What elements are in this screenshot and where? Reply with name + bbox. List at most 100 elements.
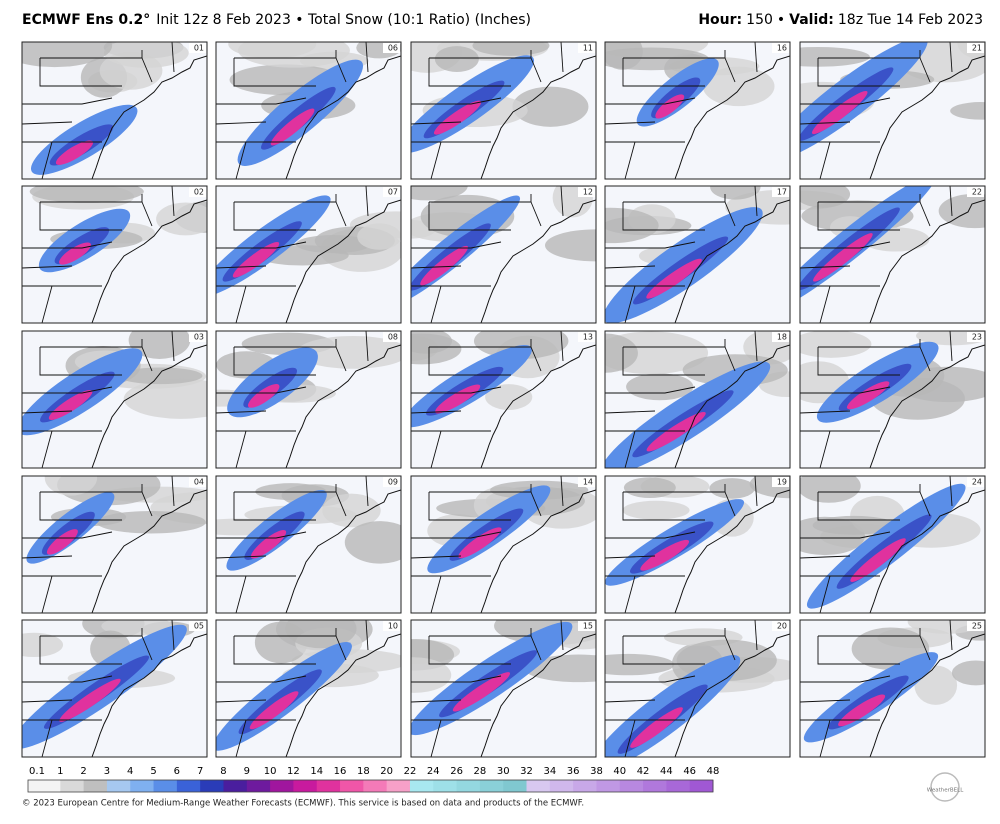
panel-frame xyxy=(604,41,791,180)
colorbar-tick-label: 20 xyxy=(380,766,393,777)
colorbar-tick-label: 28 xyxy=(474,766,487,777)
colorbar: 0.1 1 2 3 4 5 6 7 8 9 10 12 14 16 18 20 22 24 26 28 30 32 34 36… xyxy=(27,766,719,793)
map-panel: 15 xyxy=(410,619,597,758)
hour: 150 xyxy=(746,12,773,28)
state-border xyxy=(39,202,122,231)
coastline xyxy=(91,199,207,323)
snow-gray xyxy=(238,42,350,68)
colorbar-segment xyxy=(200,780,224,792)
colorbar-segment xyxy=(37,780,61,792)
panel-frame xyxy=(215,41,402,180)
state-border xyxy=(560,42,564,73)
colorbar-tick-label: 14 xyxy=(310,766,323,777)
coastline xyxy=(91,55,207,179)
coastline xyxy=(674,633,790,757)
state-border xyxy=(428,347,511,376)
state-border xyxy=(800,121,851,125)
map-panel: 12 xyxy=(410,185,597,324)
state-border xyxy=(622,58,705,87)
state-border xyxy=(817,347,900,376)
state-border xyxy=(430,285,442,323)
state-border xyxy=(754,331,758,362)
state-border xyxy=(428,636,511,665)
member-label: 08 xyxy=(388,333,398,342)
state-border xyxy=(335,491,347,517)
state-border xyxy=(428,58,511,87)
map-panel: 25 xyxy=(799,619,986,758)
snow-pink xyxy=(838,694,886,727)
snow-gray xyxy=(101,620,174,636)
state-border xyxy=(430,141,442,179)
subtitle: Init 12z 8 Feb 2023 • Total Snow (10:1 R… xyxy=(156,12,531,28)
colorbar-tick-label: 2 xyxy=(80,766,86,777)
map-panel: 14 xyxy=(410,475,597,614)
state-border xyxy=(724,491,736,517)
colorbar-segment xyxy=(316,780,341,792)
label-bg xyxy=(189,43,206,53)
snow-pink xyxy=(646,411,706,452)
map-panel: 05 xyxy=(21,619,208,758)
snow-pink xyxy=(630,707,683,748)
state-border xyxy=(949,186,953,217)
member-label: 10 xyxy=(388,622,398,631)
coastline xyxy=(869,199,985,323)
state-border xyxy=(365,186,369,217)
state-border xyxy=(624,719,636,757)
coastline xyxy=(674,55,790,179)
state-border xyxy=(235,719,247,757)
snow-gray xyxy=(605,653,675,676)
colorbar-segment xyxy=(666,780,691,792)
colorbar-tick-label: 5 xyxy=(150,766,156,777)
colorbar-segment xyxy=(60,780,85,792)
state-border xyxy=(41,285,53,323)
label-bg xyxy=(967,43,984,53)
panel-frame xyxy=(21,619,208,758)
logo: WeatherBELL xyxy=(927,788,964,794)
state-border xyxy=(216,531,307,539)
map-panel: 22 xyxy=(799,185,986,324)
snow-gray xyxy=(22,42,113,68)
snow-gray xyxy=(800,331,872,358)
panel-frame xyxy=(604,330,791,469)
panel-frame xyxy=(21,185,208,324)
hour-label: Hour: xyxy=(698,12,742,28)
coastline xyxy=(285,199,401,323)
snow-layer xyxy=(605,186,790,323)
state-border xyxy=(411,555,462,559)
state-border xyxy=(39,347,122,376)
colorbar-segment xyxy=(340,780,364,792)
snow-layer xyxy=(800,476,985,613)
colorbar-segment xyxy=(456,780,481,792)
panel-frame xyxy=(21,41,208,180)
colorbar-tick-label: 1 xyxy=(57,766,63,777)
state-border xyxy=(560,331,564,362)
map-panel: 24 xyxy=(799,475,986,614)
snow-gray xyxy=(434,46,479,72)
snow-pink xyxy=(250,529,287,559)
colorbar-segment xyxy=(246,780,271,792)
state-border xyxy=(22,675,113,683)
panel-frame xyxy=(410,475,597,614)
snow-pink xyxy=(646,258,702,299)
state-border xyxy=(22,386,113,394)
snow-gray xyxy=(907,620,985,634)
label-bg xyxy=(383,187,400,197)
map-panel: 16 xyxy=(604,41,791,180)
panel-frame xyxy=(799,41,986,180)
member-label: 21 xyxy=(972,44,982,53)
valid-label: Valid: xyxy=(789,12,834,28)
coastline xyxy=(285,344,401,468)
state-border xyxy=(754,42,758,73)
snow-pink xyxy=(435,384,481,414)
state-border xyxy=(800,265,851,269)
panel-frame xyxy=(215,619,402,758)
snow-layer xyxy=(216,186,401,323)
state-border xyxy=(800,555,851,559)
colorbar-tick-label: 44 xyxy=(660,766,673,777)
state-border xyxy=(365,620,369,651)
state-border xyxy=(41,430,53,468)
coastline xyxy=(480,55,596,179)
coastline xyxy=(869,489,985,613)
colorbar-lead xyxy=(28,780,37,792)
state-border xyxy=(411,410,462,414)
